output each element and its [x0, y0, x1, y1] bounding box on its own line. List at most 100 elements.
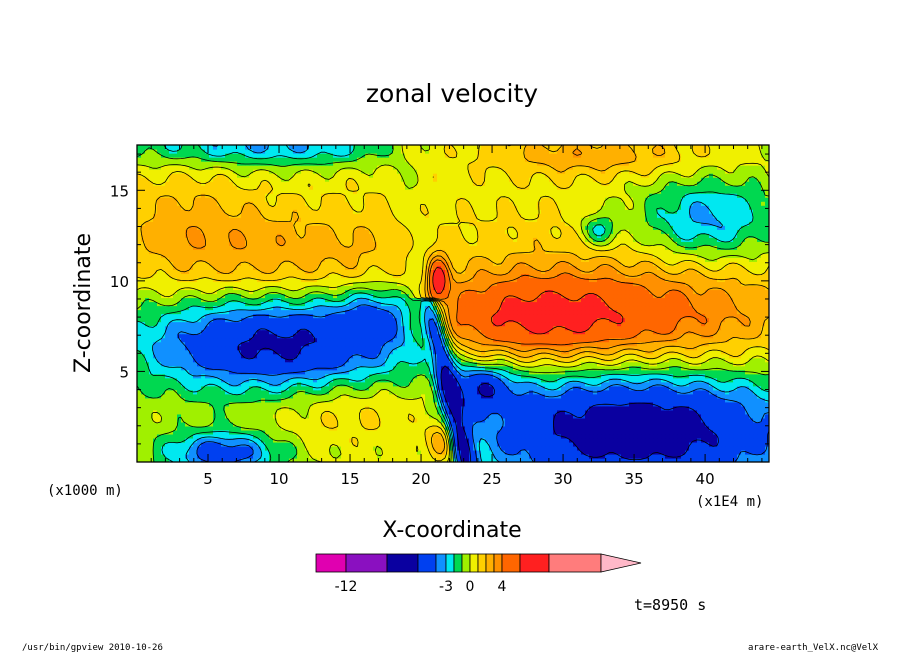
field-cell: [337, 425, 342, 431]
field-cell: [513, 437, 518, 443]
field-cell: [549, 397, 554, 403]
field-cell: [249, 425, 254, 431]
field-cell: [193, 341, 198, 347]
field-cell: [257, 441, 262, 447]
field-cell: [437, 389, 442, 395]
field-cell: [593, 373, 598, 379]
field-cell: [713, 365, 718, 371]
field-cell: [153, 341, 158, 347]
field-cell: [709, 425, 714, 431]
field-cell: [293, 425, 298, 431]
field-cell: [369, 425, 374, 431]
field-cell: [185, 413, 190, 419]
field-cell: [657, 409, 662, 415]
field-cell: [725, 393, 730, 399]
field-cell: [213, 457, 218, 462]
field-cell: [697, 357, 702, 363]
field-cell: [149, 385, 154, 391]
field-cell: [593, 413, 598, 419]
field-cell: [665, 349, 670, 355]
field-cell: [745, 401, 750, 407]
field-cell: [377, 421, 382, 427]
field-cell: [189, 365, 194, 371]
field-cell: [757, 373, 762, 379]
field-cell: [369, 417, 374, 423]
field-cell: [585, 437, 590, 443]
field-cell: [141, 345, 146, 351]
field-cell: [765, 397, 769, 403]
field-cell: [553, 429, 558, 435]
field-cell: [497, 449, 502, 455]
field-cell: [201, 437, 206, 443]
field-cell: [645, 377, 650, 383]
field-cell: [393, 349, 398, 355]
field-cell: [317, 433, 322, 439]
field-cell: [481, 433, 486, 439]
field-cell: [353, 385, 358, 391]
field-cell: [553, 337, 558, 343]
field-cell: [285, 393, 290, 399]
field-cell: [477, 349, 482, 355]
field-cell: [365, 413, 370, 419]
field-cell: [533, 425, 538, 431]
field-cell: [353, 429, 358, 435]
field-cell: [397, 457, 402, 462]
field-cell: [469, 449, 474, 455]
field-cell: [461, 437, 466, 443]
field-cell: [505, 377, 510, 383]
field-cell: [421, 453, 426, 459]
field-cell: [653, 405, 658, 411]
field-cell: [541, 441, 546, 447]
field-cell: [653, 437, 658, 443]
field-cell: [489, 441, 494, 447]
field-cell: [165, 433, 170, 439]
field-cell: [313, 361, 318, 367]
field-cell: [629, 449, 634, 455]
field-cell: [465, 425, 470, 431]
field-cell: [609, 345, 614, 351]
field-cell: [321, 357, 326, 363]
field-cell: [553, 345, 558, 351]
field-cell: [445, 393, 450, 399]
field-cell: [193, 417, 198, 423]
field-cell: [161, 449, 166, 455]
field-cell: [337, 381, 342, 387]
field-cell: [221, 405, 226, 411]
field-cell: [549, 417, 554, 423]
field-cell: [569, 437, 574, 443]
field-cell: [661, 345, 666, 351]
field-cell: [753, 417, 758, 423]
field-cell: [501, 377, 506, 383]
field-cell: [485, 449, 490, 455]
field-cell: [557, 393, 562, 399]
field-cell: [401, 421, 406, 427]
field-cell: [521, 405, 526, 411]
field-cell: [213, 389, 218, 395]
field-cell: [397, 449, 402, 455]
field-cell: [385, 453, 390, 459]
field-cell: [533, 409, 538, 415]
field-cell: [205, 381, 210, 387]
field-cell: [637, 357, 642, 363]
field-cell: [409, 397, 414, 403]
field-cell: [357, 341, 362, 347]
field-cell: [621, 401, 626, 407]
field-cell: [725, 417, 730, 423]
field-cell: [397, 397, 402, 403]
field-cell: [541, 449, 546, 455]
field-cell: [213, 385, 218, 391]
field-cell: [761, 421, 766, 427]
field-cell: [373, 441, 378, 447]
field-cell: [361, 401, 366, 407]
field-cell: [525, 381, 530, 387]
field-cell: [337, 401, 342, 407]
field-cell: [717, 445, 722, 451]
field-cell: [709, 449, 714, 455]
field-cell: [581, 365, 586, 371]
field-cell: [301, 417, 306, 423]
field-cell: [373, 349, 378, 355]
field-cell: [549, 345, 554, 351]
field-cell: [349, 453, 354, 459]
field-cell: [497, 341, 502, 347]
field-cell: [565, 417, 570, 423]
